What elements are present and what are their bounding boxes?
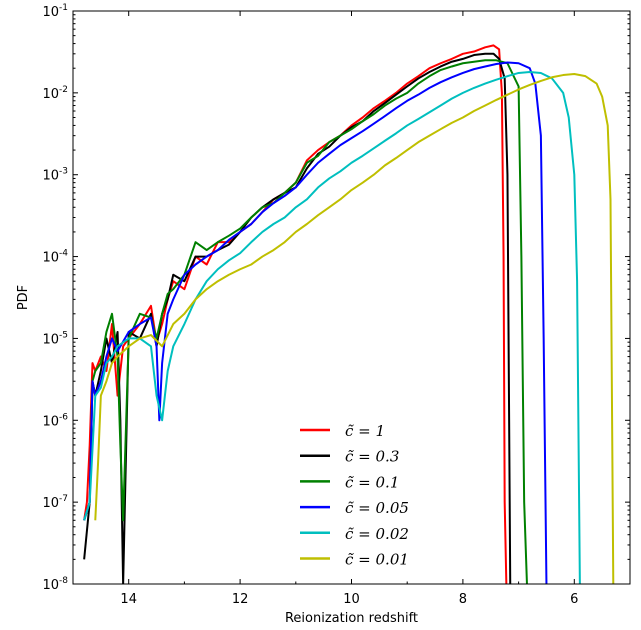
y-tick-label-7: 10-1 — [42, 3, 68, 20]
legend: c̃ = 1 c̃ = 0.3 c̃ = 0.1 c̃ = 0.05 c̃ = 0.02… — [300, 422, 409, 569]
y-tick-label-4: 10-4 — [42, 249, 68, 266]
y-tick-label-0: 10-8 — [42, 576, 68, 593]
legend-label-3: c̃ = 0.05 — [345, 499, 409, 517]
legend-label-0: c̃ = 1 — [345, 422, 385, 440]
y-tick-label-6: 10-2 — [42, 85, 68, 102]
y-tick-label-2: 10-6 — [42, 412, 68, 429]
series-layer — [83, 44, 615, 584]
plot-frame — [72, 10, 631, 585]
series-line-3 — [83, 61, 548, 584]
y-tick-label-1: 10-7 — [42, 494, 68, 511]
y-tick-label-5: 10-3 — [42, 167, 68, 184]
y-tick-label-3: 10-5 — [42, 330, 68, 347]
x-tick-label-0: 14 — [120, 592, 137, 607]
x-tick-label-3: 8 — [459, 592, 467, 607]
x-tick-label-2: 10 — [343, 592, 360, 607]
legend-label-2: c̃ = 0.1 — [345, 473, 399, 491]
series-line-5 — [94, 72, 615, 584]
legend-label-5: c̃ = 0.01 — [345, 551, 409, 569]
y-axis-label: PDF — [16, 285, 31, 310]
x-axis-label: Reionization redshift — [285, 611, 418, 626]
x-tick-label-4: 6 — [570, 592, 578, 607]
legend-label-1: c̃ = 0.3 — [345, 448, 399, 466]
series-line-4 — [83, 70, 581, 584]
x-tick-label-1: 12 — [232, 592, 249, 607]
legend-label-4: c̃ = 0.02 — [345, 525, 409, 543]
